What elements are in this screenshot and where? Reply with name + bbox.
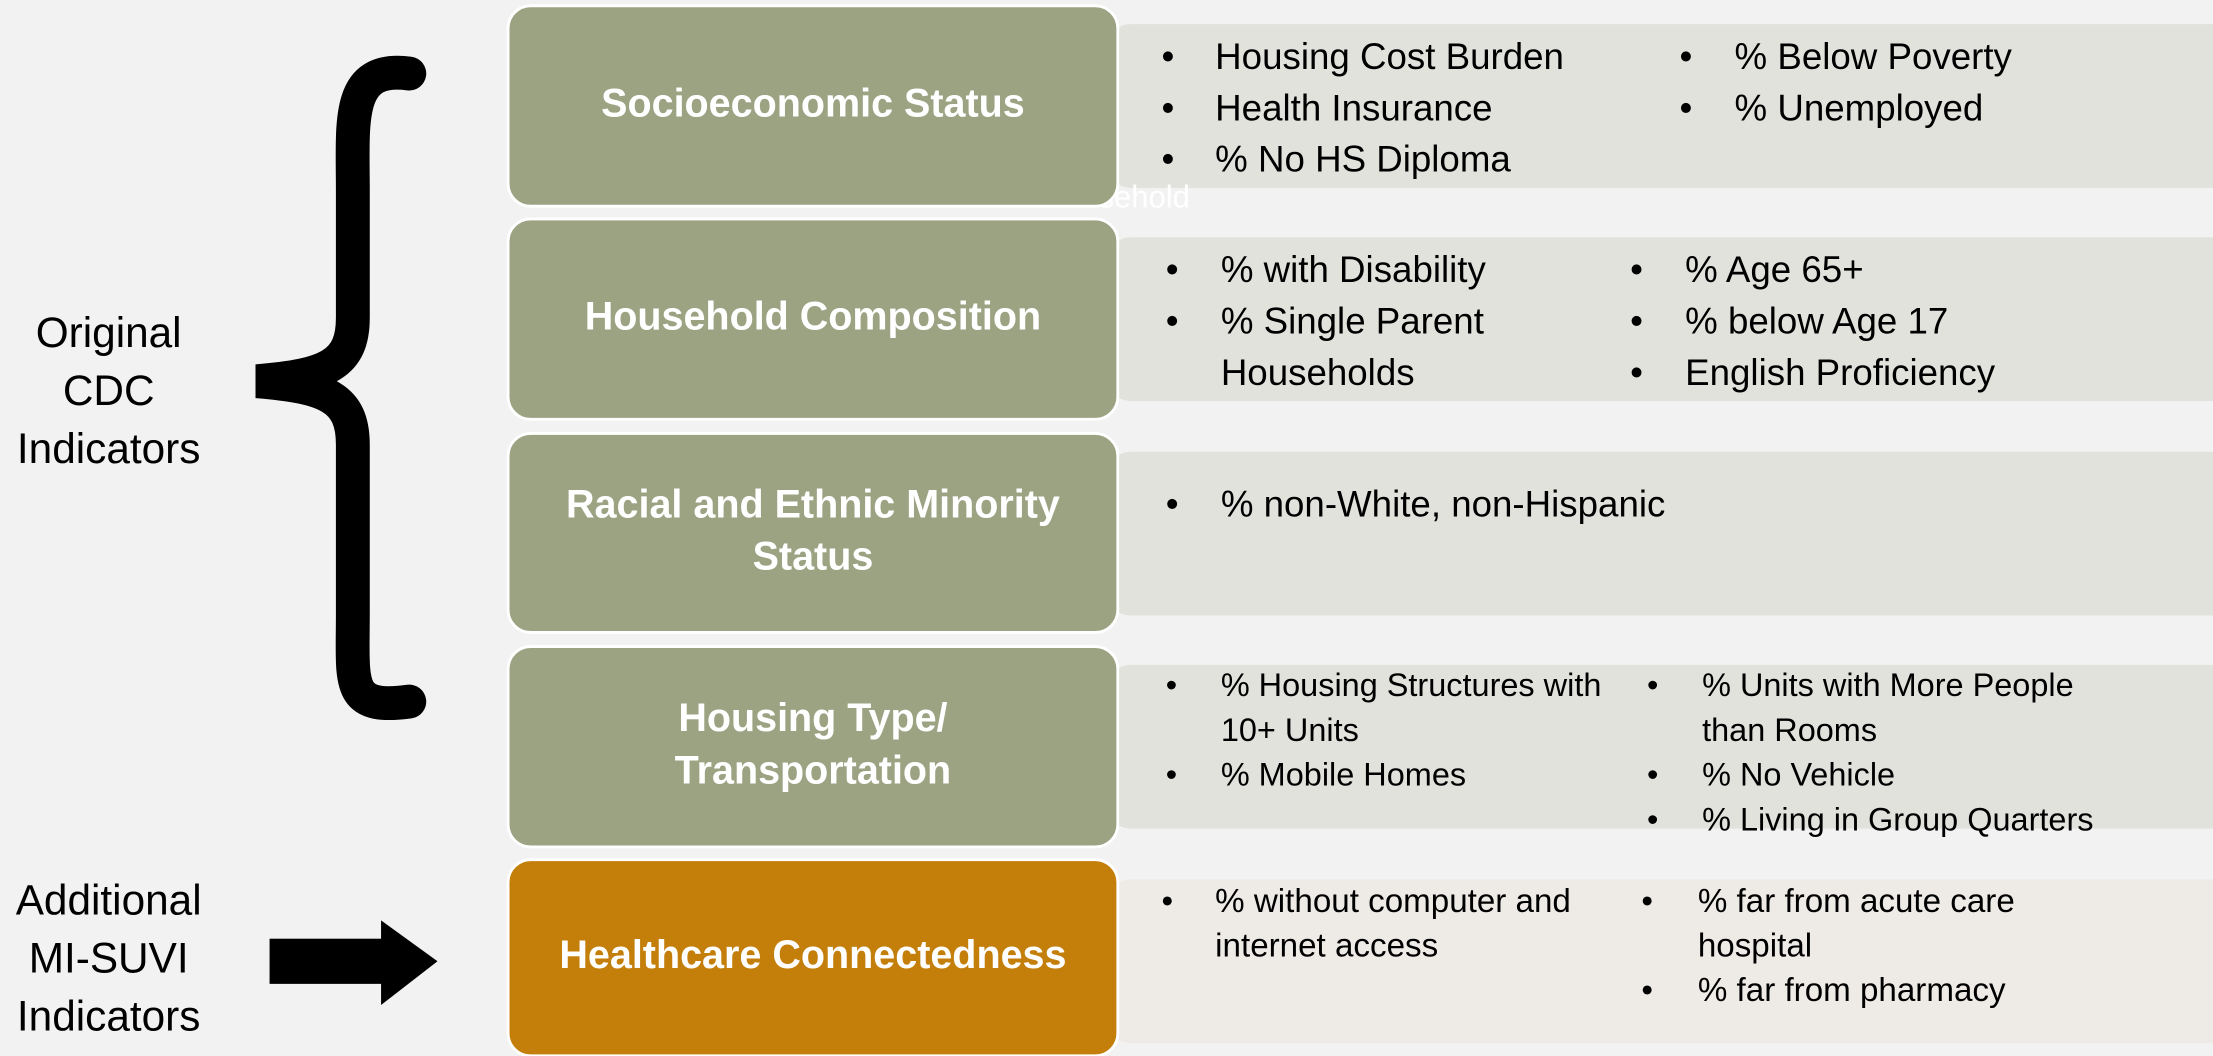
category-title: Transportation: [675, 748, 952, 792]
indicator-item: than Rooms: [1702, 712, 1877, 748]
indicator-item: % No HS Diploma: [1215, 139, 1511, 180]
side-label: CDC: [63, 367, 155, 414]
bullet: •: [1630, 249, 1643, 290]
bullet: •: [1641, 883, 1653, 920]
detail-panel: [1107, 237, 2213, 401]
indicator-item: % far from acute care: [1698, 883, 2015, 920]
indicator-item: % non-White, non-Hispanic: [1221, 484, 1666, 525]
bullet: •: [1166, 667, 1177, 703]
bullet: •: [1647, 757, 1658, 793]
category-title: Socioeconomic Status: [601, 81, 1025, 125]
bullet: •: [1166, 249, 1179, 290]
bullet: •: [1647, 801, 1658, 837]
indicator-item: % far from pharmacy: [1698, 972, 2006, 1009]
brace: [255, 55, 427, 720]
side-label: MI-SUVI: [29, 934, 189, 981]
bullet: •: [1680, 87, 1693, 128]
bullet: •: [1166, 757, 1177, 793]
arrow-shaft: [269, 938, 383, 984]
category-title: Housing Type/: [678, 696, 947, 740]
indicator-item: % Age 65+: [1685, 249, 1864, 290]
indicator-item: 10+ Units: [1221, 712, 1359, 748]
bullet: •: [1630, 301, 1643, 342]
category-box: [506, 4, 1120, 208]
indicator-item: % without computer and: [1215, 883, 1571, 920]
bullet: •: [1162, 139, 1175, 180]
indicator-item: internet access: [1215, 928, 1438, 965]
indicator-item: % Single Parent: [1221, 301, 1484, 342]
indicator-item: Health Insurance: [1215, 87, 1492, 128]
bullet: •: [1166, 484, 1179, 525]
bullet: •: [1647, 667, 1658, 703]
detail-panel: [1107, 24, 2213, 188]
category-title: Household Composition: [585, 295, 1041, 339]
category-box: [506, 217, 1120, 421]
bullet: •: [1166, 301, 1179, 342]
bullet: •: [1162, 87, 1175, 128]
bullet: •: [1162, 36, 1175, 77]
detail-panel: [1107, 451, 2213, 616]
indicator-item: % Units with More People: [1702, 667, 2074, 703]
indicator-item: % No Vehicle: [1702, 757, 1895, 793]
arrow-head: [381, 920, 438, 1006]
category-box: [506, 645, 1120, 849]
category-box: [506, 432, 1120, 634]
side-label: Indicators: [17, 992, 201, 1039]
indicator-item: English Proficiency: [1685, 352, 1996, 393]
indicator-item: % below Age 17: [1685, 301, 1948, 342]
indicator-item: Housing Cost Burden: [1215, 36, 1564, 77]
indicator-item: % Below Poverty: [1735, 36, 2013, 77]
indicator-item: % Living in Group Quarters: [1702, 801, 2093, 837]
detail-panel: [1107, 664, 2213, 829]
side-label: Additional: [16, 877, 202, 924]
category-title: Healthcare Connectedness: [559, 933, 1066, 977]
bullet: •: [1641, 972, 1653, 1009]
indicator-item: Households: [1221, 352, 1415, 393]
content: Original CDC Indicators Additional MI-SUVI In…: [16, 4, 2213, 1056]
indicator-item: % Mobile Homes: [1221, 757, 1466, 793]
category-title: Racial and Ethnic Minority: [566, 482, 1060, 526]
indicator-item: hospital: [1698, 928, 1812, 965]
side-label: Original: [36, 309, 182, 356]
category-title: Status: [753, 534, 874, 578]
indicator-item: % Unemployed: [1735, 87, 1984, 128]
indicator-item: % Housing Structures with: [1221, 667, 1602, 703]
bullet: •: [1162, 883, 1174, 920]
bullet: •: [1680, 36, 1693, 77]
indicator-item: % with Disability: [1221, 249, 1487, 290]
bullet: •: [1630, 352, 1643, 393]
side-label: Indicators: [17, 425, 201, 472]
detail-panel: [1107, 879, 2213, 1044]
